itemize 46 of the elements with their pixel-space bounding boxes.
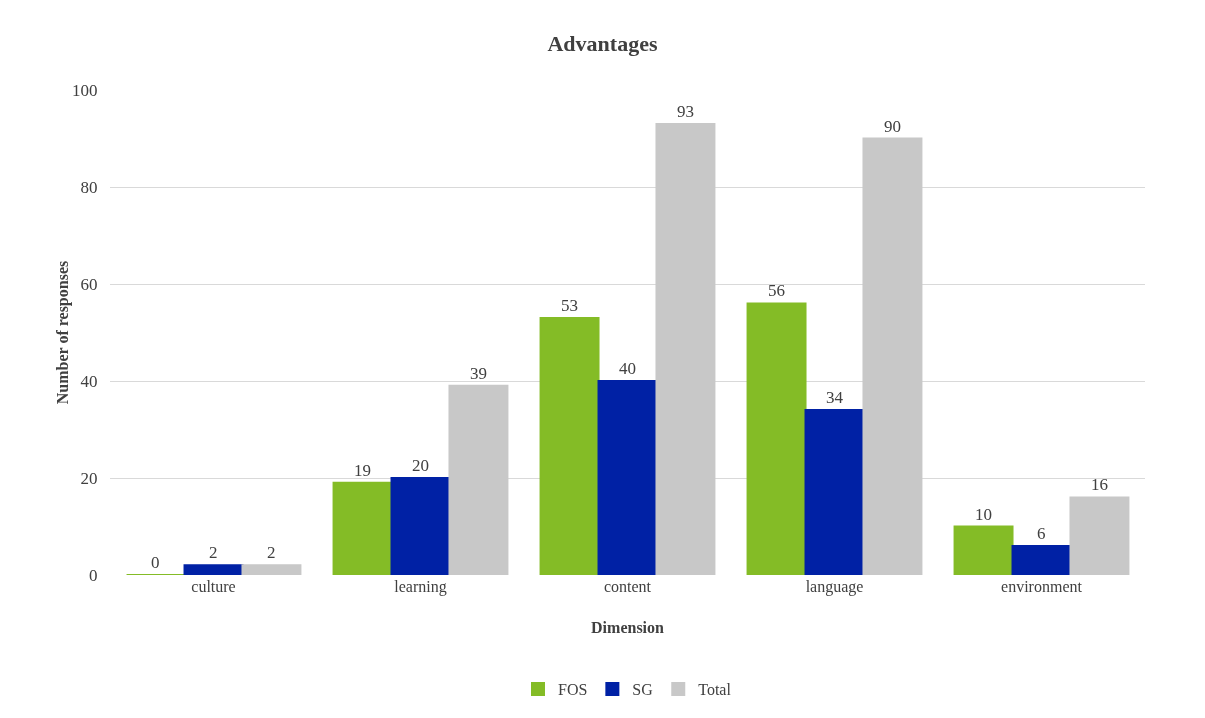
data-label: 19 <box>354 461 371 480</box>
data-label: 90 <box>884 117 901 136</box>
bar <box>332 481 393 575</box>
legend-label: SG <box>632 681 654 699</box>
y-tick-label: 60 <box>80 274 98 294</box>
data-label: 0 <box>151 553 160 572</box>
x-tick-label: content <box>603 578 652 595</box>
bar <box>1069 496 1130 575</box>
y-tick-label: 40 <box>80 371 98 391</box>
x-tick-label: environment <box>1001 578 1083 595</box>
legend-label: Total <box>698 681 732 699</box>
bar <box>1011 544 1072 575</box>
chart-title: Advantages <box>547 31 658 57</box>
x-tick-label: learning <box>394 578 447 596</box>
data-label: 20 <box>412 456 429 475</box>
bar <box>953 525 1014 575</box>
y-tick-label: 100 <box>72 80 98 100</box>
bar <box>804 409 865 575</box>
y-tick-label: 80 <box>80 177 98 197</box>
y-tick-label: 20 <box>80 468 98 488</box>
data-label: 56 <box>768 281 785 300</box>
legend-label: FOS <box>558 681 588 699</box>
y-tick-label: 0 <box>89 565 98 585</box>
data-label: 34 <box>826 388 844 407</box>
data-label: 10 <box>975 505 992 524</box>
data-label: 40 <box>619 359 636 378</box>
x-tick-label: culture <box>191 578 236 595</box>
y-axis-title: Number of responses <box>54 260 72 405</box>
bar <box>390 477 451 575</box>
x-tick-label: language <box>805 578 864 596</box>
bar <box>655 122 716 575</box>
bar <box>597 380 658 575</box>
x-axis-title: Dimension <box>591 619 665 636</box>
bar <box>183 564 244 575</box>
data-label: 53 <box>561 296 578 315</box>
bar <box>448 384 509 575</box>
data-label: 6 <box>1037 524 1046 543</box>
bar <box>746 302 807 575</box>
bar <box>539 316 600 575</box>
bar <box>241 564 302 575</box>
data-label: 2 <box>267 543 276 562</box>
data-label: 39 <box>470 364 487 383</box>
data-label: 93 <box>677 102 694 121</box>
data-label: 2 <box>209 543 218 562</box>
data-label: 16 <box>1091 475 1108 494</box>
bar <box>862 137 923 575</box>
